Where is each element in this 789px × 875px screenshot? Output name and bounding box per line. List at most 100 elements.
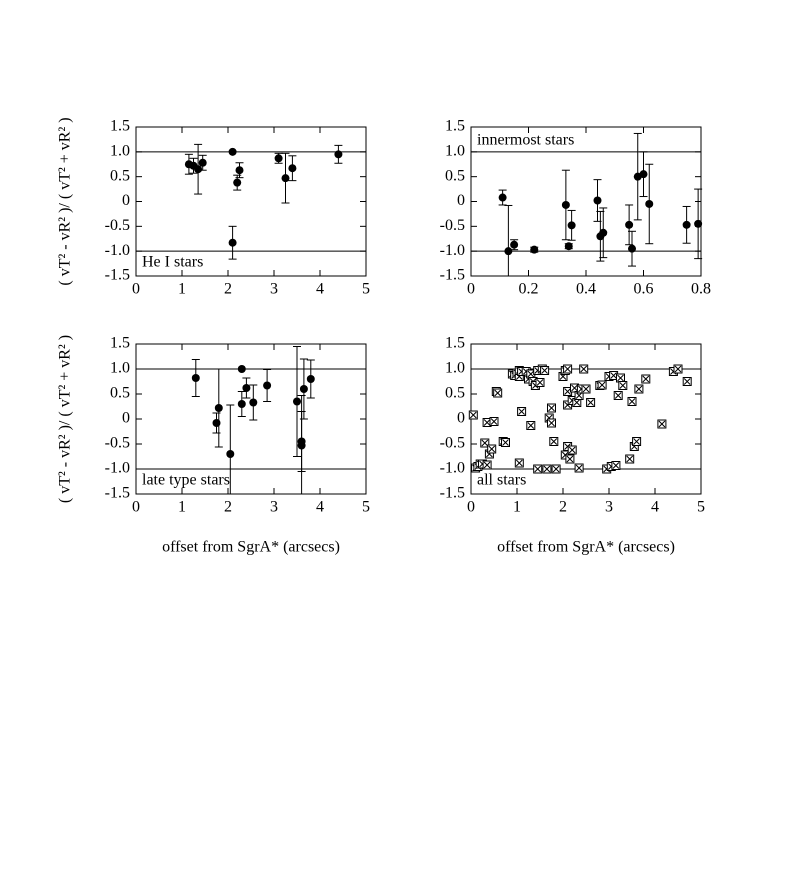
- marker-cross: [571, 384, 578, 392]
- marker-cross: [582, 385, 590, 393]
- y-tick-label: 0.5: [445, 385, 465, 402]
- marker-cross: [483, 461, 491, 469]
- data-point: [641, 374, 651, 384]
- data-point: [493, 388, 503, 398]
- x-tick-label: 2: [559, 499, 567, 516]
- annotation: all stars: [477, 472, 526, 489]
- x-tick-label: 0.2: [519, 281, 539, 298]
- marker-cross: [619, 382, 627, 389]
- data-point: [228, 147, 237, 156]
- marker-cross: [612, 462, 620, 469]
- marker-cross: [494, 389, 502, 397]
- data-point: [263, 381, 272, 390]
- marker-cross: [635, 385, 643, 393]
- y-tick-label: -0.5: [440, 217, 465, 234]
- data-point: [567, 445, 577, 455]
- marker-cross: [515, 459, 523, 467]
- data-point: [501, 438, 510, 447]
- data-point: [572, 398, 582, 407]
- y-tick-label: 0.5: [110, 167, 130, 184]
- data-point: [627, 397, 637, 406]
- marker-cross: [573, 399, 581, 406]
- data-point: [468, 410, 478, 420]
- marker-cross: [617, 374, 624, 382]
- y-tick-label: -1.5: [440, 485, 465, 502]
- y-tick-label: -0.5: [105, 435, 130, 452]
- data-point: [574, 463, 584, 473]
- data-point: [613, 391, 623, 400]
- x-tick-label: 0: [467, 281, 475, 298]
- x-tick-label: 4: [651, 499, 659, 516]
- marker-cross: [564, 443, 571, 450]
- marker-cross: [628, 398, 636, 405]
- annotation: He I stars: [142, 254, 203, 271]
- error-bar: [226, 404, 235, 494]
- marker-cross: [527, 370, 535, 378]
- marker-cross: [626, 455, 634, 463]
- marker-cross: [564, 388, 571, 395]
- marker-cross: [543, 465, 551, 473]
- data-point: [487, 444, 497, 454]
- marker-cross: [674, 365, 682, 373]
- error-bar: [504, 204, 513, 276]
- data-point: [599, 228, 608, 237]
- marker-cross: [469, 411, 477, 419]
- data-point: [535, 378, 545, 387]
- x-tick-label: 4: [316, 281, 324, 298]
- marker-cross: [568, 446, 576, 454]
- y-tick-label: -1.5: [105, 267, 130, 284]
- data-point: [547, 418, 556, 428]
- data-point: [565, 454, 575, 464]
- marker-cross: [541, 367, 548, 374]
- data-point: [233, 178, 242, 187]
- data-point: [628, 244, 636, 253]
- marker-cross: [683, 378, 691, 385]
- data-point: [514, 458, 524, 468]
- data-point: [334, 150, 343, 159]
- marker-cross: [614, 392, 622, 399]
- data-point: [682, 220, 691, 229]
- marker-cross: [658, 420, 666, 428]
- data-point: [242, 384, 251, 392]
- data-point: [297, 441, 306, 450]
- marker-cross: [488, 445, 496, 453]
- data-point: [549, 437, 559, 446]
- y-tick-label: 0.5: [445, 167, 465, 184]
- data-point: [625, 220, 634, 229]
- data-point: [214, 404, 223, 412]
- data-point: [191, 374, 200, 382]
- x-tick-label: 0: [467, 499, 475, 516]
- data-point: [237, 365, 246, 373]
- marker-cross: [580, 365, 588, 373]
- x-tick-label: 0.8: [691, 281, 711, 298]
- x-tick-label: 2: [224, 281, 232, 298]
- x-tick-label: 3: [270, 281, 278, 298]
- data-point: [609, 371, 619, 380]
- marker-cross: [527, 422, 535, 429]
- x-tick-label: 1: [513, 499, 521, 516]
- marker-cross: [633, 438, 640, 445]
- data-point: [625, 454, 635, 464]
- data-point: [564, 242, 573, 251]
- data-point: [226, 450, 235, 458]
- data-point: [288, 164, 297, 173]
- y-tick-label: -1.5: [440, 267, 465, 284]
- data-point: [634, 384, 644, 394]
- data-point: [551, 464, 561, 474]
- data-point: [480, 438, 490, 448]
- annotation: late type stars: [142, 472, 230, 489]
- y-tick-label: 1.0: [445, 143, 465, 160]
- y-axis-label: ( vT² - vR² )/ ( vT² + vR² ): [57, 117, 74, 285]
- y-tick-label: -1.0: [105, 242, 130, 259]
- data-point: [482, 460, 492, 470]
- data-point: [561, 200, 570, 209]
- data-point: [237, 400, 246, 408]
- x-tick-label: 3: [270, 499, 278, 516]
- data-point: [616, 373, 625, 383]
- data-point: [198, 158, 207, 167]
- data-point: [510, 240, 519, 249]
- data-point: [563, 364, 573, 374]
- y-tick-label: -0.5: [440, 435, 465, 452]
- data-point: [498, 193, 507, 202]
